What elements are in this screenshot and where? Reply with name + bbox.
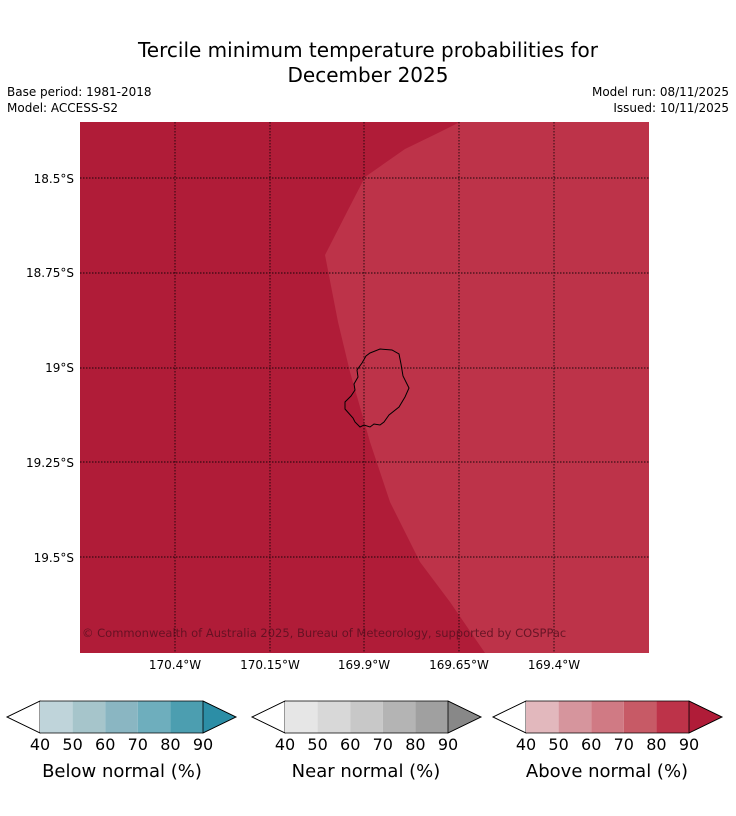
above-swatch-80-90 — [656, 701, 689, 733]
near-swatch-60-70 — [350, 701, 383, 733]
near-tick-50: 50 — [307, 735, 328, 754]
lat-label-2: 18.75°S — [26, 266, 74, 280]
above-tick-60: 60 — [581, 735, 602, 754]
below-swatch-over-90 — [202, 700, 237, 734]
base-period: Base period: 1981-2018 — [7, 85, 152, 99]
lat-label-4: 19.25°S — [26, 456, 74, 470]
above-swatch-70-80 — [623, 701, 657, 733]
above-swatch-50-60 — [558, 701, 592, 733]
metadata-left: Base period: 1981-2018 Model: ACCESS-S2 — [7, 84, 152, 116]
near-swatch-under-40 — [251, 700, 286, 734]
lat-label-5: 19.5°S — [33, 551, 74, 565]
lon-label-1: 170.4°W — [148, 658, 202, 672]
below-tick-50: 50 — [62, 735, 83, 754]
region-above-80-90 — [325, 122, 649, 653]
map-title: Tercile minimum temperature probabilitie… — [0, 38, 736, 88]
lat-label-1: 18.5°S — [33, 172, 74, 186]
colorbar-above-label: Above normal (%) — [525, 761, 689, 782]
near-tick-70: 70 — [372, 735, 393, 754]
title-line-2: December 2025 — [287, 63, 449, 87]
near-tick-90: 90 — [437, 735, 459, 754]
colorbar-below-label: Below normal (%) — [42, 761, 202, 782]
lon-label-2: 170.15°W — [240, 658, 300, 672]
probability-map: © Commonwealth of Australia 2025, Bureau… — [80, 122, 649, 653]
below-tick-90: 90 — [192, 735, 214, 754]
copyright-notice: © Commonwealth of Australia 2025, Bureau… — [82, 626, 566, 640]
below-tick-60: 60 — [95, 735, 116, 754]
above-swatch-40-50 — [526, 701, 559, 733]
near-tick-40: 40 — [274, 735, 296, 754]
above-tick-50: 50 — [548, 735, 569, 754]
colorbar-near-normal — [251, 700, 482, 734]
gridlines — [80, 122, 649, 653]
lon-label-4: 169.65°W — [429, 658, 489, 672]
near-colorbar-outline — [251, 700, 482, 734]
lon-label-3: 169.9°W — [337, 658, 391, 672]
below-swatch-50-60 — [72, 701, 106, 733]
above-swatch-under-40 — [492, 700, 527, 734]
below-tick-70: 70 — [127, 735, 148, 754]
below-tick-40: 40 — [29, 735, 51, 754]
below-swatch-60-70 — [105, 701, 138, 733]
below-tick-80: 80 — [160, 735, 181, 754]
near-swatch-80-90 — [415, 701, 448, 733]
model-name: Model: ACCESS-S2 — [7, 101, 119, 115]
island-coastline — [344, 348, 410, 428]
below-swatch-70-80 — [137, 701, 171, 733]
metadata-right: Model run: 08/11/2025 Issued: 10/11/2025 — [592, 84, 729, 116]
above-swatch-over-90 — [688, 700, 723, 734]
above-tick-80: 80 — [646, 735, 667, 754]
above-tick-70: 70 — [613, 735, 634, 754]
near-tick-60: 60 — [340, 735, 361, 754]
colorbar-near-label: Near normal (%) — [291, 761, 441, 782]
colorbar-above-normal — [492, 700, 723, 734]
below-colorbar-outline — [6, 700, 237, 734]
below-swatch-40-50 — [40, 701, 73, 733]
near-swatch-50-60 — [317, 701, 351, 733]
above-tick-40: 40 — [515, 735, 537, 754]
below-swatch-80-90 — [170, 701, 203, 733]
near-swatch-40-50 — [285, 701, 318, 733]
model-run: Model run: 08/11/2025 — [591, 85, 729, 99]
issued-date: Issued: 10/11/2025 — [613, 101, 729, 115]
near-swatch-70-80 — [382, 701, 416, 733]
lat-label-3: 19°S — [45, 361, 74, 375]
above-swatch-60-70 — [591, 701, 624, 733]
near-tick-80: 80 — [405, 735, 426, 754]
near-swatch-over-90 — [447, 700, 482, 734]
above-colorbar-outline — [492, 700, 723, 734]
above-tick-90: 90 — [678, 735, 700, 754]
title-line-1: Tercile minimum temperature probabilitie… — [137, 38, 599, 62]
colorbar-below-normal — [6, 700, 237, 734]
below-swatch-under-40 — [6, 700, 41, 734]
lon-label-5: 169.4°W — [527, 658, 581, 672]
